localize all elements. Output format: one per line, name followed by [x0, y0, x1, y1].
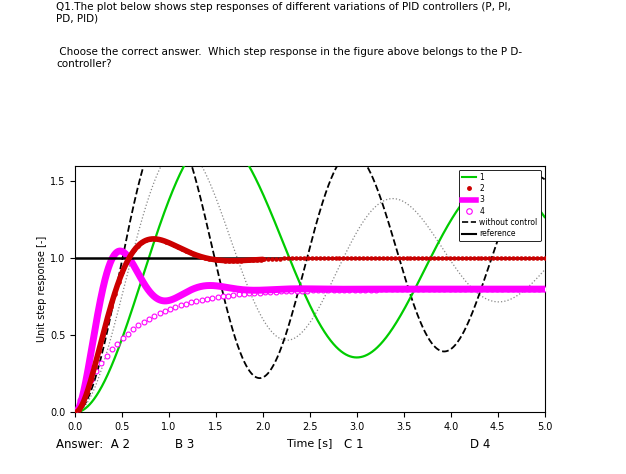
Legend: 1, 2, 3, 4, without control, reference: 1, 2, 3, 4, without control, reference	[459, 170, 541, 241]
Y-axis label: Unit step response [-]: Unit step response [-]	[37, 236, 47, 342]
Text: B 3: B 3	[175, 438, 195, 451]
Text: Q1.The plot below shows step responses of different variations of PID controller: Q1.The plot below shows step responses o…	[56, 2, 511, 24]
X-axis label: Time [s]: Time [s]	[287, 438, 332, 447]
Text: Choose the correct answer.  Which step response in the figure above belongs to t: Choose the correct answer. Which step re…	[56, 47, 523, 69]
Text: D 4: D 4	[470, 438, 490, 451]
Text: C 1: C 1	[344, 438, 364, 451]
Text: Answer:  A 2: Answer: A 2	[56, 438, 130, 451]
